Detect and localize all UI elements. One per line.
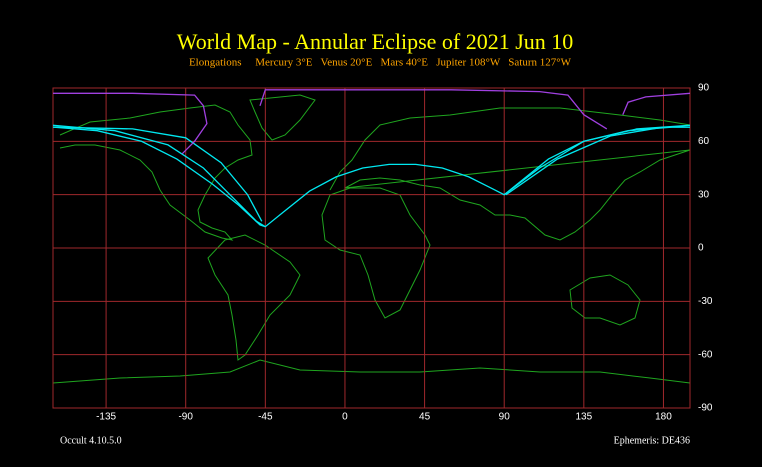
footer-right: Ephemeris: DE436 xyxy=(614,435,690,446)
eclipse-path xyxy=(505,126,690,196)
y-tick-label: 30 xyxy=(698,189,710,200)
y-tick-label: 60 xyxy=(698,136,710,147)
x-tick-label: 45 xyxy=(419,412,431,423)
map-title: World Map - Annular Eclipse of 2021 Jun … xyxy=(177,29,574,54)
x-tick-label: 90 xyxy=(499,412,511,423)
y-tick-label: -30 xyxy=(698,296,713,307)
south-america xyxy=(207,234,301,361)
footer-left: Occult 4.10.5.0 xyxy=(60,435,122,446)
x-tick-label: 180 xyxy=(655,412,672,423)
antarctica xyxy=(52,359,691,384)
x-tick-label: 0 xyxy=(342,412,348,423)
y-tick-label: -90 xyxy=(698,403,713,414)
y-tick-label: 0 xyxy=(698,243,704,254)
subtitle: Elongations Mercury 3°E Venus 20°E Mars … xyxy=(189,57,572,69)
greenland xyxy=(249,94,316,141)
eclipse-path xyxy=(52,126,263,222)
eclipse-path xyxy=(52,126,690,228)
x-tick-label: -90 xyxy=(178,412,193,423)
y-tick-label: 90 xyxy=(698,83,710,94)
eclipse-path xyxy=(503,124,691,196)
x-tick-label: 135 xyxy=(575,412,592,423)
x-tick-label: -135 xyxy=(96,412,116,423)
australia xyxy=(569,274,641,326)
eclipse-path xyxy=(53,89,691,155)
x-tick-label: -45 xyxy=(258,412,273,423)
coastlines xyxy=(52,94,691,384)
north-america xyxy=(59,104,253,241)
eclipse-path xyxy=(52,124,266,228)
y-tick-label: -60 xyxy=(698,349,713,360)
eurasia xyxy=(329,107,691,241)
